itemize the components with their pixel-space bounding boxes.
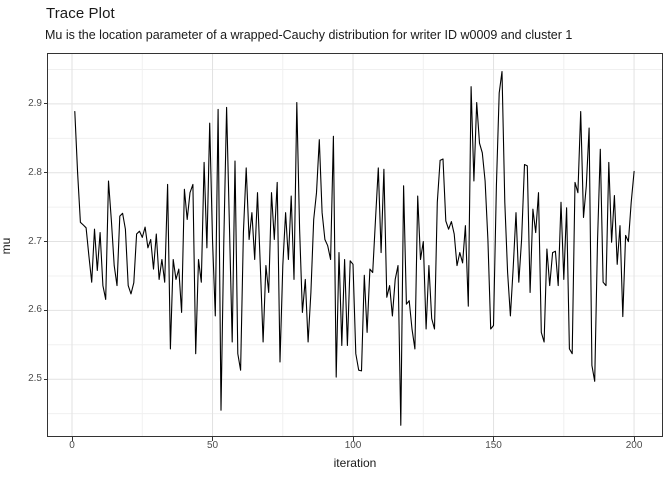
plot-title: Trace Plot — [46, 5, 115, 22]
x-tick-mark — [71, 437, 73, 441]
y-tick-mark — [43, 172, 47, 174]
panel-border — [47, 53, 663, 437]
x-tick-label: 100 — [344, 440, 362, 451]
trace-line — [74, 71, 635, 426]
plot-panel — [47, 53, 663, 437]
x-tick-label: 50 — [206, 440, 219, 451]
plot-subtitle: Mu is the location parameter of a wrappe… — [45, 28, 573, 42]
x-tick-mark — [633, 437, 635, 441]
x-axis-title: iteration — [333, 456, 377, 470]
y-tick-label: 2.6 — [28, 304, 42, 316]
x-tick-label: 150 — [485, 440, 502, 451]
y-tick-mark — [43, 309, 47, 311]
y-tick-label: 2.9 — [28, 97, 42, 109]
y-tick-mark — [43, 378, 47, 380]
x-tick-label: 0 — [69, 440, 75, 451]
y-tick-label: 2.8 — [28, 166, 42, 178]
y-tick-mark — [43, 241, 47, 243]
y-tick-mark — [43, 103, 47, 105]
y-tick-label: 2.5 — [28, 373, 42, 385]
y-tick-label: 2.7 — [28, 235, 42, 247]
x-tick-label: 200 — [625, 440, 643, 451]
x-tick-mark — [212, 437, 214, 441]
x-tick-mark — [493, 437, 495, 441]
x-tick-mark — [352, 437, 354, 441]
